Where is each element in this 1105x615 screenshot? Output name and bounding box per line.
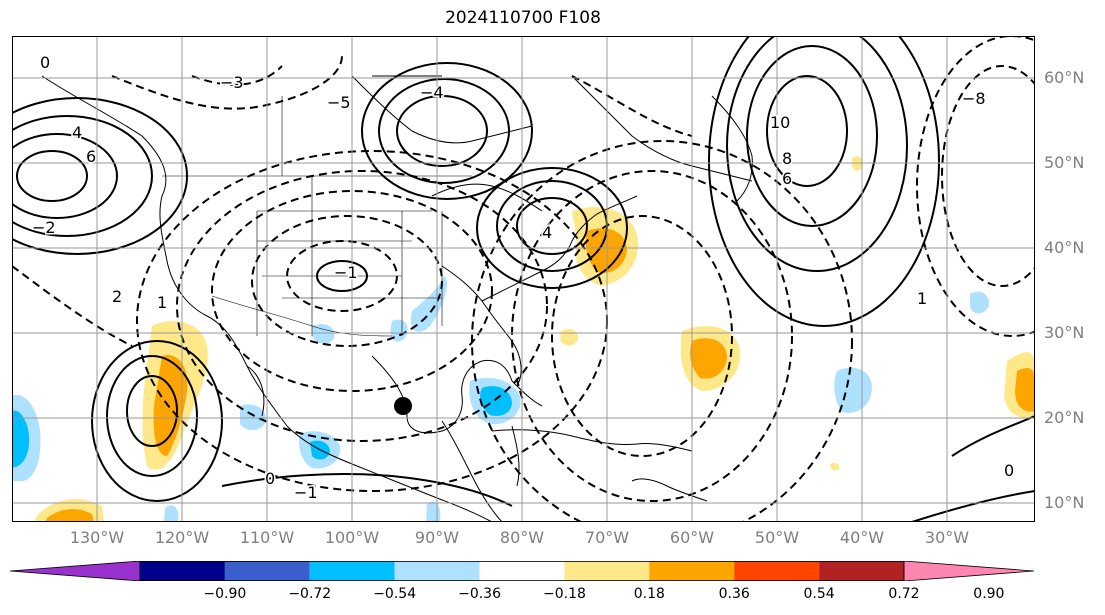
colorbar-segment: [819, 561, 904, 581]
contour-label: 6: [782, 169, 792, 188]
shade-positive-strong: [690, 338, 727, 379]
colorbar-tick-label: −0.72: [288, 586, 332, 602]
contour-label: 0: [40, 53, 50, 72]
colorbar-segment: [734, 561, 820, 581]
colorbar-segment: [479, 561, 565, 581]
shade-negative: [410, 276, 447, 332]
contour-label: −1: [294, 483, 318, 502]
shade-positive: [830, 462, 840, 471]
contour-label: −5: [327, 93, 351, 112]
contour-label: 4: [72, 123, 82, 142]
colorbar-extension-low: [10, 561, 141, 581]
coastlines: [41, 75, 753, 522]
colorbar-extension-high: [903, 561, 1035, 581]
shade-positive-strong: [45, 509, 94, 522]
lat-label: 40°N: [1044, 238, 1085, 257]
colorbar-tick-label: 0.36: [718, 586, 750, 602]
colorbar-tick-label: 0.18: [633, 586, 665, 602]
shade-negative: [164, 505, 179, 522]
colorbar-tick-label: −0.54: [373, 586, 417, 602]
colorbar-tick-label: 0.90: [973, 586, 1005, 602]
shade-positive-strong: [153, 355, 188, 456]
map-title: 2024110700 F108: [445, 8, 601, 28]
lat-label: 10°N: [1044, 493, 1085, 512]
lat-label: 30°N: [1044, 323, 1085, 342]
colorbar-segment: [394, 561, 480, 581]
colorbar-tick-label: −0.90: [203, 586, 247, 602]
contour-label: 1: [917, 289, 927, 308]
graticule: [12, 36, 1035, 522]
lon-label: 90°W: [414, 528, 460, 547]
colorbar-segment: [309, 561, 395, 581]
contour-label: −4: [420, 83, 444, 102]
storm-center-marker: [394, 397, 412, 415]
shade-negative: [970, 291, 990, 314]
colorbar-segment: [140, 561, 225, 581]
contour-label: 1: [157, 293, 167, 312]
contour-label: −3: [220, 73, 244, 92]
shade-positive-strong: [1015, 368, 1035, 412]
shade-negative-strong: [12, 410, 30, 468]
contour-label: 0: [265, 469, 275, 488]
lon-label: 70°W: [584, 528, 630, 547]
shade-positive: [560, 328, 578, 346]
colorbar-tick-label: −0.36: [458, 586, 501, 602]
contour-label: 8: [782, 149, 792, 168]
colorbar-tick-label: 0.72: [888, 586, 920, 602]
contour-label: −1: [334, 263, 358, 282]
lat-label: 60°N: [1044, 68, 1085, 87]
lon-label: 120°W: [154, 528, 210, 547]
colorbar-tick-label: 0.54: [803, 586, 835, 602]
map-panel: 0 −2 −3 4 6 2 1 −1 −4 4 6 8 10 −1 1 0 0 …: [12, 36, 1035, 522]
shade-negative: [312, 324, 335, 344]
contour-label: 10: [770, 113, 790, 132]
shade-negative-strong: [480, 386, 512, 416]
colorbar-tick-label: −0.18: [542, 586, 586, 602]
colorbar-segment: [224, 561, 310, 581]
shade-negative: [390, 319, 408, 342]
lat-label: 20°N: [1044, 408, 1085, 427]
shade-positive-strong: [585, 228, 627, 274]
lat-label: 50°N: [1044, 153, 1085, 172]
contour-label: −2: [32, 218, 56, 237]
lon-label: 60°W: [669, 528, 715, 547]
contour-label: −8: [962, 89, 986, 108]
colorbar-segment: [564, 561, 650, 581]
contour-label: 2: [112, 287, 122, 306]
map-frame: [12, 36, 1035, 522]
shaded-fields: [12, 156, 1035, 522]
contour-label: 4: [542, 223, 552, 242]
shade-negative: [426, 501, 441, 522]
lon-label: 110°W: [239, 528, 295, 547]
contour-label: 6: [86, 147, 96, 166]
lon-label: 130°W: [69, 528, 125, 547]
lon-label: 50°W: [754, 528, 800, 547]
colorbar-segment: [649, 561, 735, 581]
shade-negative: [240, 404, 267, 431]
contour-labels: 0 −2 −3 4 6 2 1 −1 −4 4 6 8 10 −1 1 0 0 …: [31, 52, 1016, 504]
colorbar: [10, 561, 1035, 581]
lon-label: 80°W: [499, 528, 545, 547]
lon-label: 30°W: [924, 528, 970, 547]
shade-negative: [834, 367, 872, 413]
lon-label: 100°W: [324, 528, 380, 547]
lon-label: 40°W: [839, 528, 885, 547]
contour-label: 0: [1004, 461, 1014, 480]
